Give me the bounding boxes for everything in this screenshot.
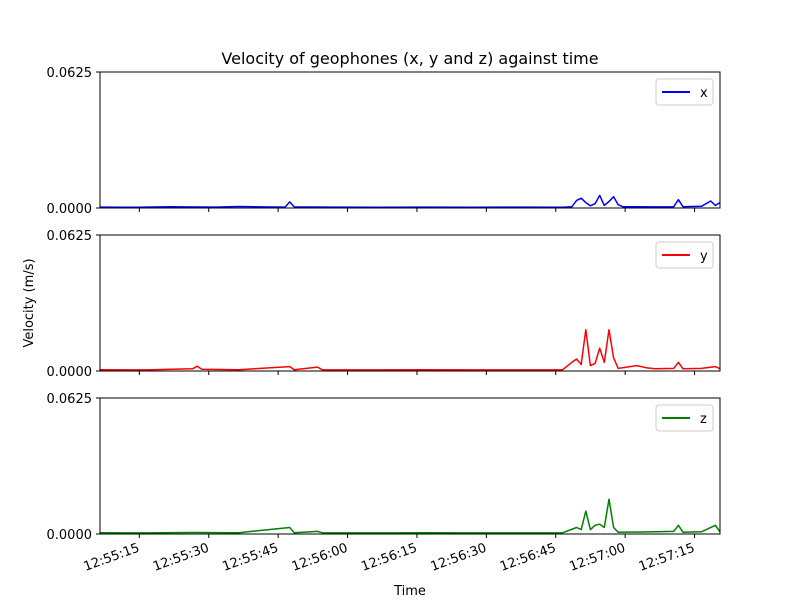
x-tick-label: 12:56:15 xyxy=(359,541,419,575)
axes-frame-z xyxy=(99,397,721,535)
x-tick-label: 12:57:00 xyxy=(568,541,628,575)
subplot-y: 0.0000 0.0625 y xyxy=(47,229,721,380)
x-tick-label: 12:56:45 xyxy=(498,541,558,575)
series-line-z xyxy=(99,498,721,534)
y-tick-label: 0.0625 xyxy=(47,392,93,407)
legend-label-y: y xyxy=(700,249,708,264)
legend-x: x xyxy=(655,78,714,106)
x-tick-label: 12:56:00 xyxy=(290,541,350,575)
legend-label-x: x xyxy=(700,86,708,101)
subplots: 0.0000 0.0625 x 0.0000 0.0625 y 0.0000 0.0625 12… xyxy=(47,66,721,575)
legend-label-z: z xyxy=(700,412,707,427)
legend-z: z xyxy=(655,404,714,432)
legend-y: y xyxy=(655,241,714,269)
axes-frame-y xyxy=(99,234,721,372)
y-tick-label: 0.0625 xyxy=(47,229,93,244)
axes-frame-x xyxy=(99,71,721,209)
chart-title: Velocity of geophones (x, y and z) again… xyxy=(221,49,598,68)
x-tick-label: 12:55:30 xyxy=(151,541,211,575)
subplot-z: 0.0000 0.0625 12:55:15 12:55:30 12:55:45 12:5… xyxy=(47,392,721,575)
y-tick-label: 0.0000 xyxy=(47,528,93,543)
y-tick-label: 0.0000 xyxy=(47,365,93,380)
series-line-y xyxy=(99,328,721,371)
y-tick-label: 0.0625 xyxy=(47,66,93,81)
x-tick-label: 12:55:15 xyxy=(82,541,142,575)
y-tick-label: 0.0000 xyxy=(47,202,93,217)
x-tick-label: 12:56:30 xyxy=(429,541,489,575)
x-tick-label: 12:57:15 xyxy=(637,541,697,575)
x-axis-label: Time xyxy=(393,584,426,599)
y-axis-label: Velocity (m/s) xyxy=(22,258,37,347)
x-tick-label: 12:55:45 xyxy=(221,541,281,575)
series-line-x xyxy=(99,194,721,209)
subplot-x: 0.0000 0.0625 x xyxy=(47,66,721,217)
